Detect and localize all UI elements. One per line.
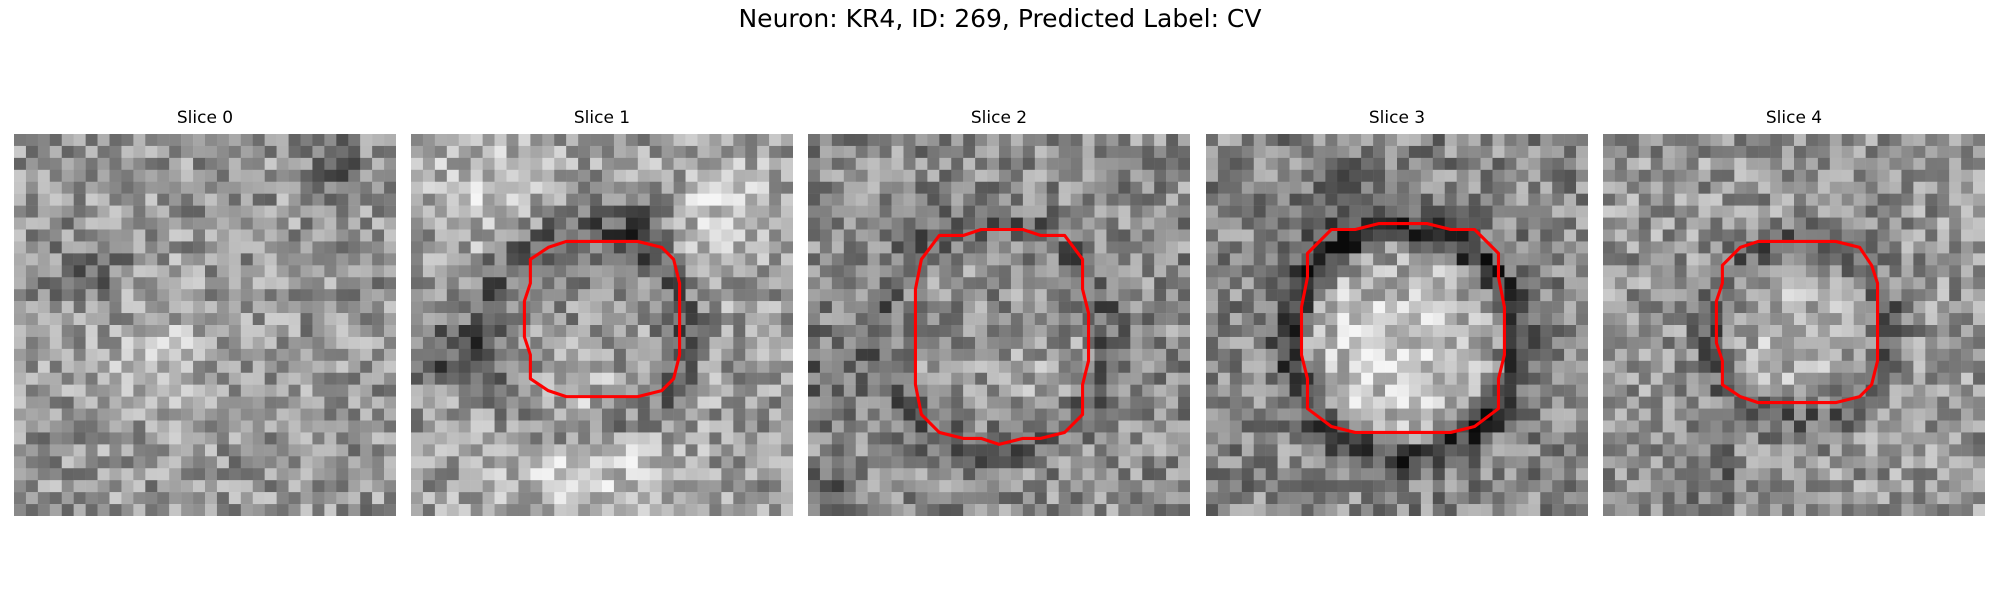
slice-0-title: Slice 0 [176, 108, 234, 128]
slice-2-contour [913, 227, 1091, 446]
slice-2-title: Slice 2 [970, 108, 1028, 128]
slice-3-contour [1299, 221, 1506, 434]
slice-4-title: Slice 4 [1765, 108, 1823, 128]
slice-panel-1: Slice 1 [411, 108, 793, 520]
slice-0-image [14, 134, 396, 516]
slice-panel-3: Slice 3 [1206, 108, 1588, 520]
slice-3-title: Slice 3 [1368, 108, 1426, 128]
slice-panel-0: Slice 0 [14, 108, 396, 520]
slice-1-title: Slice 1 [573, 108, 631, 128]
figure-title: Neuron: KR4, ID: 269, Predicted Label: C… [738, 4, 1262, 33]
slice-1-contour [522, 239, 682, 399]
slice-4-contour [1714, 239, 1880, 405]
slice-4-image [1603, 134, 1985, 516]
slice-1-image [411, 134, 793, 516]
slice-3-image [1206, 134, 1588, 516]
slice-2-image [808, 134, 1190, 516]
slice-panel-4: Slice 4 [1603, 108, 1985, 520]
slice-panel-2: Slice 2 [808, 108, 1190, 520]
